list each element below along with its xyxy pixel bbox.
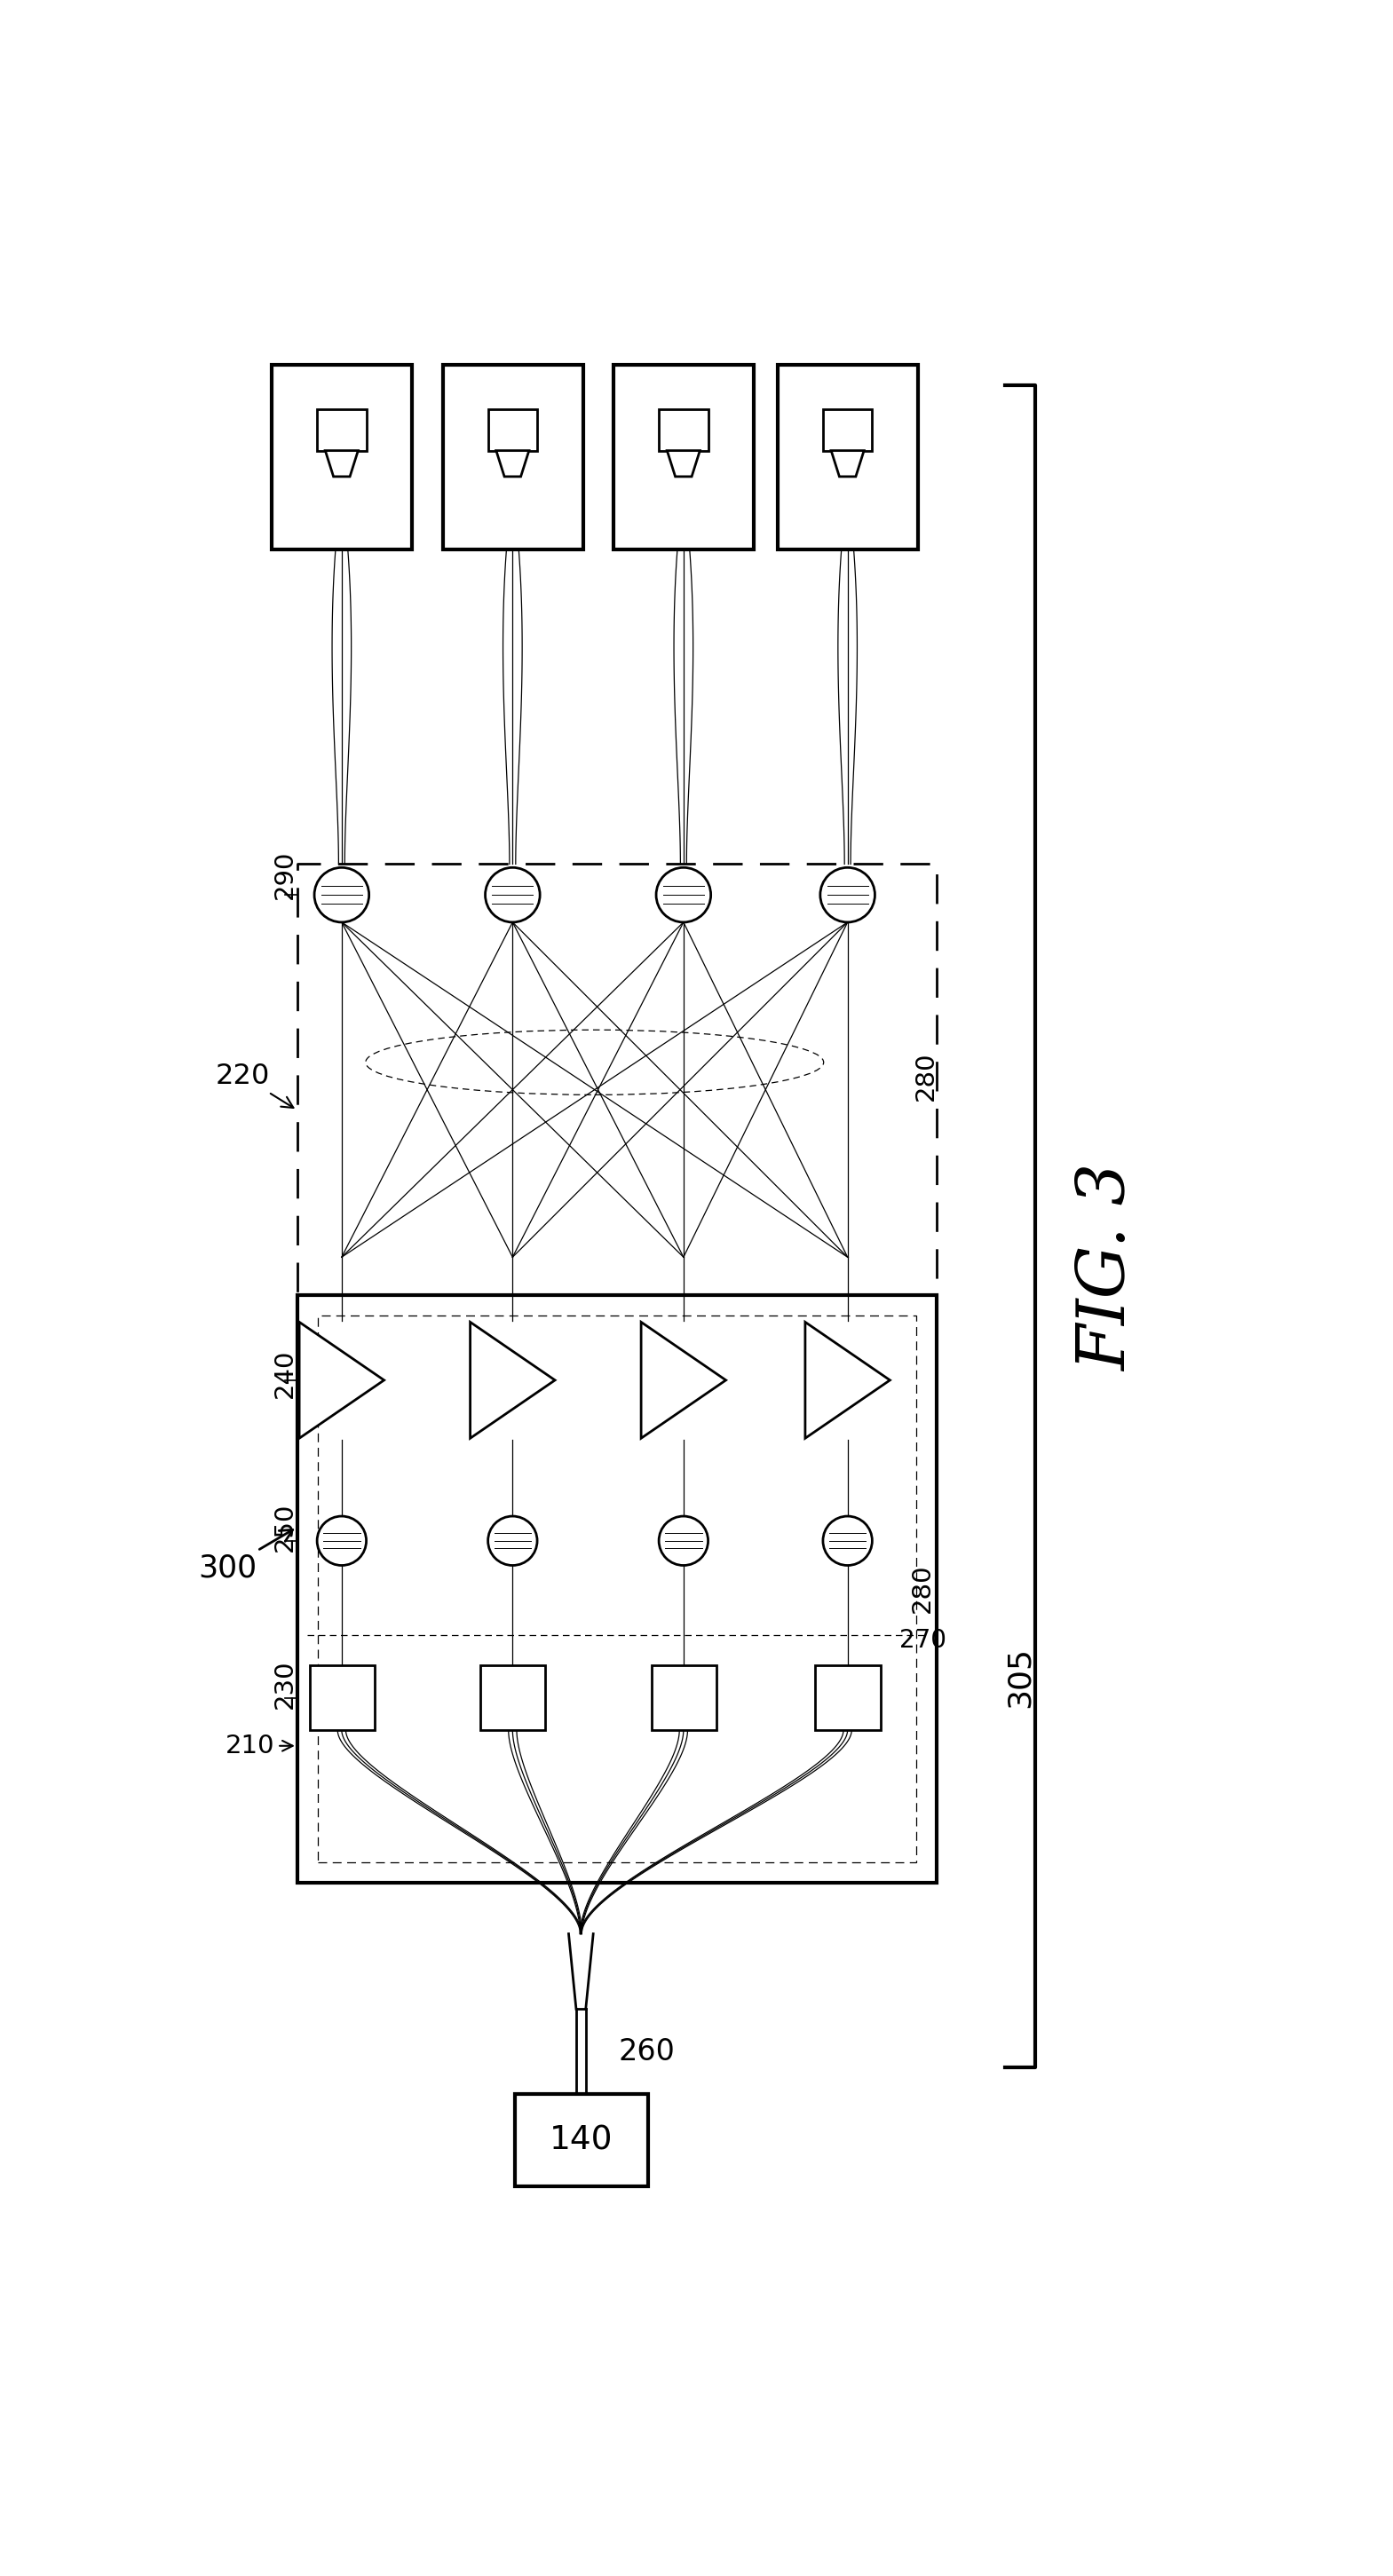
Text: 270: 270 xyxy=(900,1628,946,1654)
Text: 230: 230 xyxy=(273,1659,297,1708)
Bar xyxy=(318,1316,917,1862)
Polygon shape xyxy=(299,1321,384,1437)
Text: 130: 130 xyxy=(776,425,801,477)
Polygon shape xyxy=(471,1321,554,1437)
Text: 130: 130 xyxy=(613,425,637,477)
Polygon shape xyxy=(667,451,699,477)
Bar xyxy=(309,1664,375,1731)
Circle shape xyxy=(659,1517,708,1566)
Bar xyxy=(481,1664,546,1731)
Text: 130: 130 xyxy=(442,425,467,477)
Text: 130: 130 xyxy=(270,425,295,477)
Bar xyxy=(318,410,366,451)
Text: 220: 220 xyxy=(215,1061,294,1108)
Bar xyxy=(488,410,538,451)
Text: 290: 290 xyxy=(273,850,297,899)
Polygon shape xyxy=(832,451,864,477)
Circle shape xyxy=(820,868,875,922)
Bar xyxy=(815,1664,880,1731)
Circle shape xyxy=(656,868,710,922)
Circle shape xyxy=(318,1517,366,1566)
Bar xyxy=(659,410,708,451)
Bar xyxy=(777,366,918,549)
Polygon shape xyxy=(326,451,358,477)
Polygon shape xyxy=(805,1321,890,1437)
Text: 300: 300 xyxy=(198,1530,293,1584)
Text: 250: 250 xyxy=(273,1502,297,1551)
Text: 140: 140 xyxy=(549,2125,613,2156)
Text: 280: 280 xyxy=(911,1564,935,1613)
Bar xyxy=(514,2094,648,2187)
Text: 210: 210 xyxy=(226,1734,293,1759)
Text: 240: 240 xyxy=(273,1350,297,1399)
Polygon shape xyxy=(496,451,529,477)
Circle shape xyxy=(485,868,540,922)
Text: FIG. 3: FIG. 3 xyxy=(1075,1164,1139,1370)
Text: 305: 305 xyxy=(1004,1646,1035,1708)
Bar xyxy=(652,1664,716,1731)
Text: 280: 280 xyxy=(914,1051,939,1100)
Circle shape xyxy=(823,1517,872,1566)
Bar xyxy=(297,1296,936,1883)
Bar xyxy=(272,366,412,549)
Circle shape xyxy=(315,868,369,922)
Bar xyxy=(823,410,872,451)
Bar xyxy=(443,366,584,549)
Polygon shape xyxy=(641,1321,726,1437)
Circle shape xyxy=(488,1517,538,1566)
Bar xyxy=(614,366,754,549)
Text: 260: 260 xyxy=(618,2038,676,2066)
